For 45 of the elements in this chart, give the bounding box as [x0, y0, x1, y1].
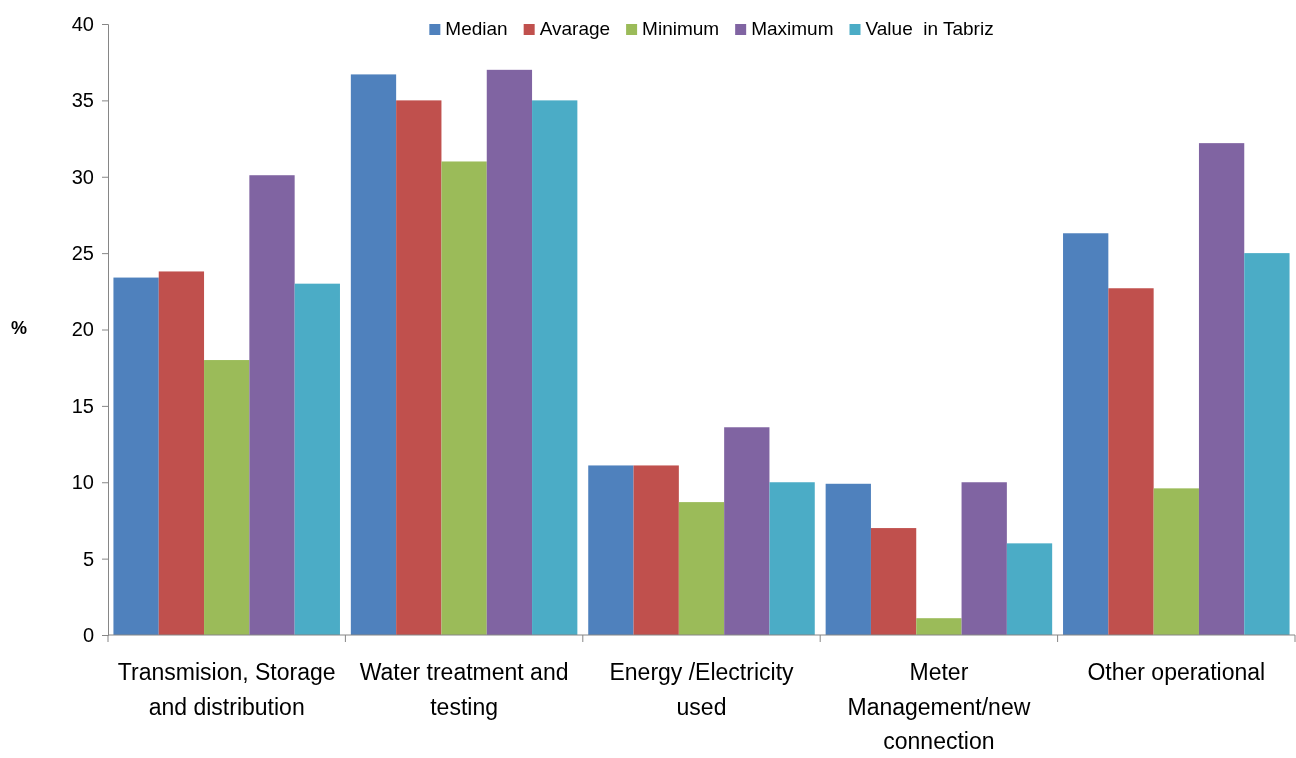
bar	[769, 482, 815, 635]
bar	[1244, 253, 1290, 635]
bar	[249, 175, 295, 635]
bar	[678, 502, 725, 635]
y-axis-title: %	[10, 318, 28, 339]
bar	[1006, 543, 1053, 635]
bar	[350, 74, 397, 635]
bar	[916, 618, 962, 635]
bar	[441, 161, 487, 635]
x-tick-label: Water treatment and testing	[359, 659, 569, 720]
x-tick-label: Energy /Electricity used	[609, 659, 795, 720]
bar	[961, 482, 1007, 635]
bar	[724, 427, 770, 635]
legend-label: Value in Tabriz	[865, 18, 994, 40]
bar	[870, 528, 917, 635]
y-tick-label: 25	[71, 242, 94, 265]
bar	[1198, 143, 1245, 635]
y-tick-label: 35	[71, 89, 94, 112]
legend-label: Median	[445, 18, 508, 40]
bar	[204, 360, 250, 635]
y-tick-label: 20	[71, 318, 94, 341]
bar	[1108, 288, 1154, 635]
x-tick-label: Other operational	[1087, 659, 1266, 685]
bar	[1063, 233, 1109, 635]
y-tick-label: 40	[71, 12, 94, 35]
bar	[113, 277, 159, 635]
bar	[294, 283, 340, 635]
bar	[396, 100, 442, 635]
x-tick-label: Meter Management/new connection	[847, 659, 1031, 754]
bar	[588, 465, 634, 635]
bar	[158, 271, 205, 635]
y-tick-label: 30	[71, 165, 94, 188]
y-tick-label: 15	[71, 394, 94, 417]
y-tick-label: 10	[71, 471, 94, 494]
y-tick-label: 0	[82, 623, 94, 646]
legend-label: Minimum	[642, 18, 720, 40]
y-tick-label: 5	[82, 547, 94, 570]
legend-label: Avarage	[539, 18, 611, 40]
bar	[532, 100, 578, 635]
legend-label: Maximum	[751, 18, 834, 40]
bar	[825, 483, 871, 635]
x-tick-label: Transmision, Storage and distribution	[117, 659, 336, 720]
bar	[633, 465, 679, 635]
bar	[486, 69, 533, 635]
bar	[1153, 488, 1199, 635]
